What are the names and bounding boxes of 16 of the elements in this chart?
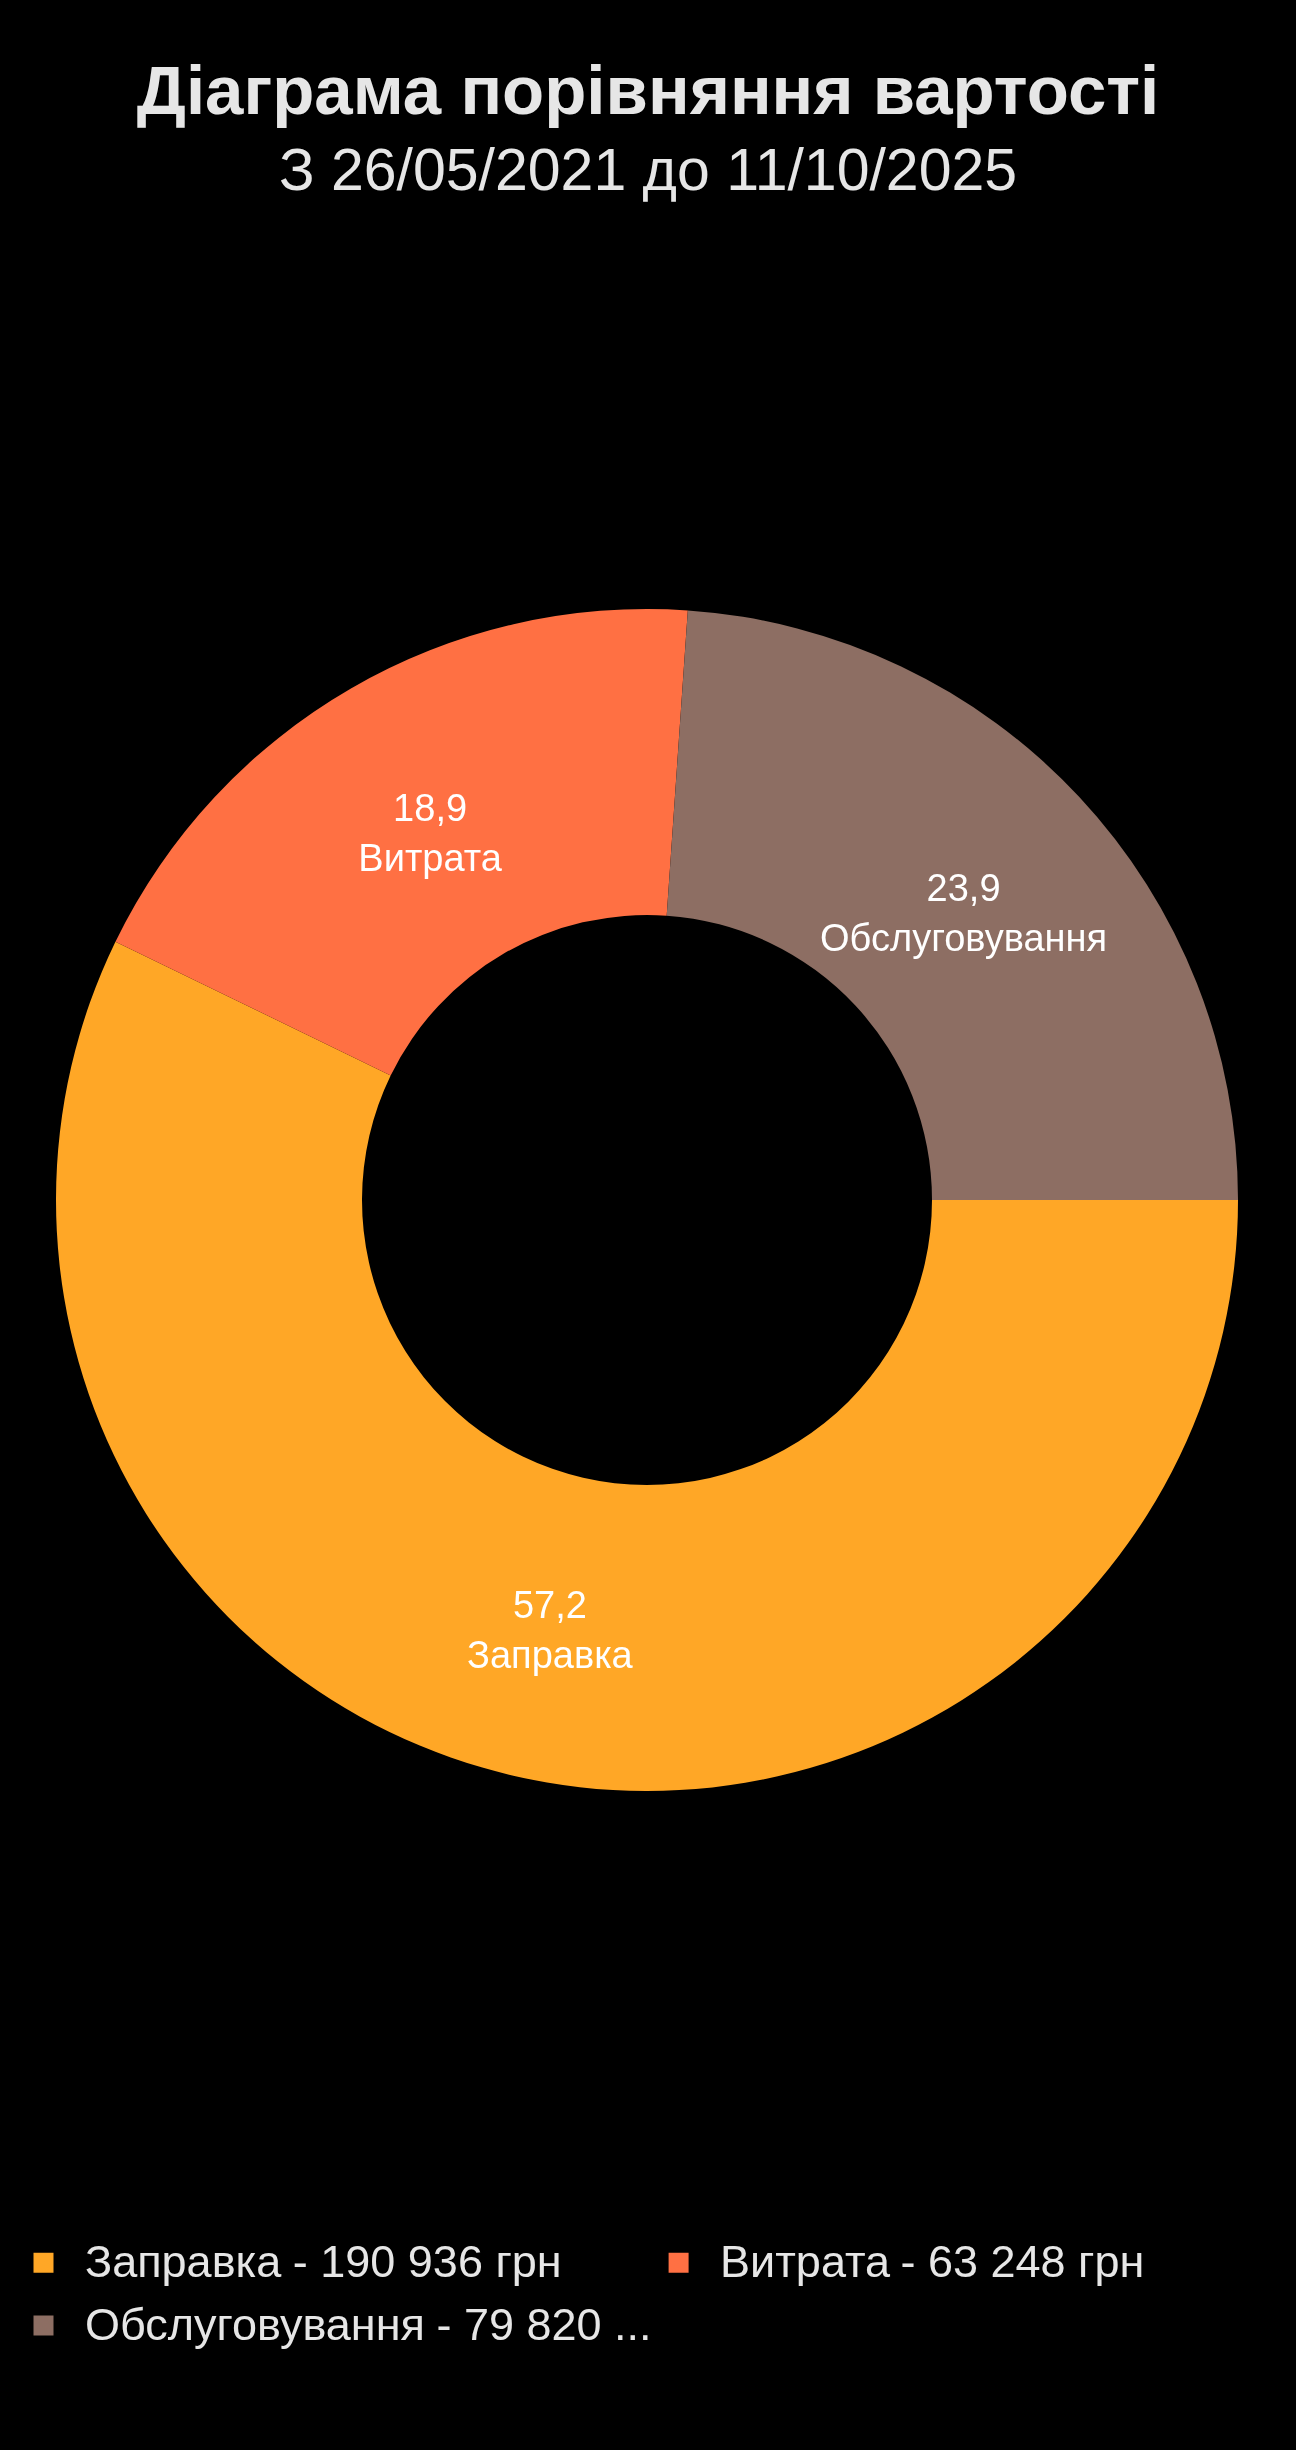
chart-subtitle: З 26/05/2021 до 11/10/2025 [278, 137, 1018, 203]
text: - 63 248 грн [900, 2235, 1145, 2287]
data-label: 57,2 [512, 1583, 587, 1626]
legend-label: Заправка [85, 2235, 283, 2287]
data-label: 23,9 [926, 866, 1001, 909]
donut-slice [115, 609, 688, 1076]
text: - 190 936 грн [292, 2235, 562, 2287]
slice-label: Обслуговування [820, 916, 1108, 959]
data-label: 18,9 [393, 787, 468, 830]
text: - 79 820 ... [436, 2298, 652, 2350]
slice-label: Витрата [358, 837, 503, 880]
slice-label: Заправка [467, 1633, 634, 1676]
chart-title: Діаграма порівняння вартості [136, 52, 1160, 129]
legend-label: Витрата [720, 2235, 892, 2287]
donut-slice [666, 610, 1238, 1200]
legend-label: Обслуговування [85, 2298, 425, 2350]
